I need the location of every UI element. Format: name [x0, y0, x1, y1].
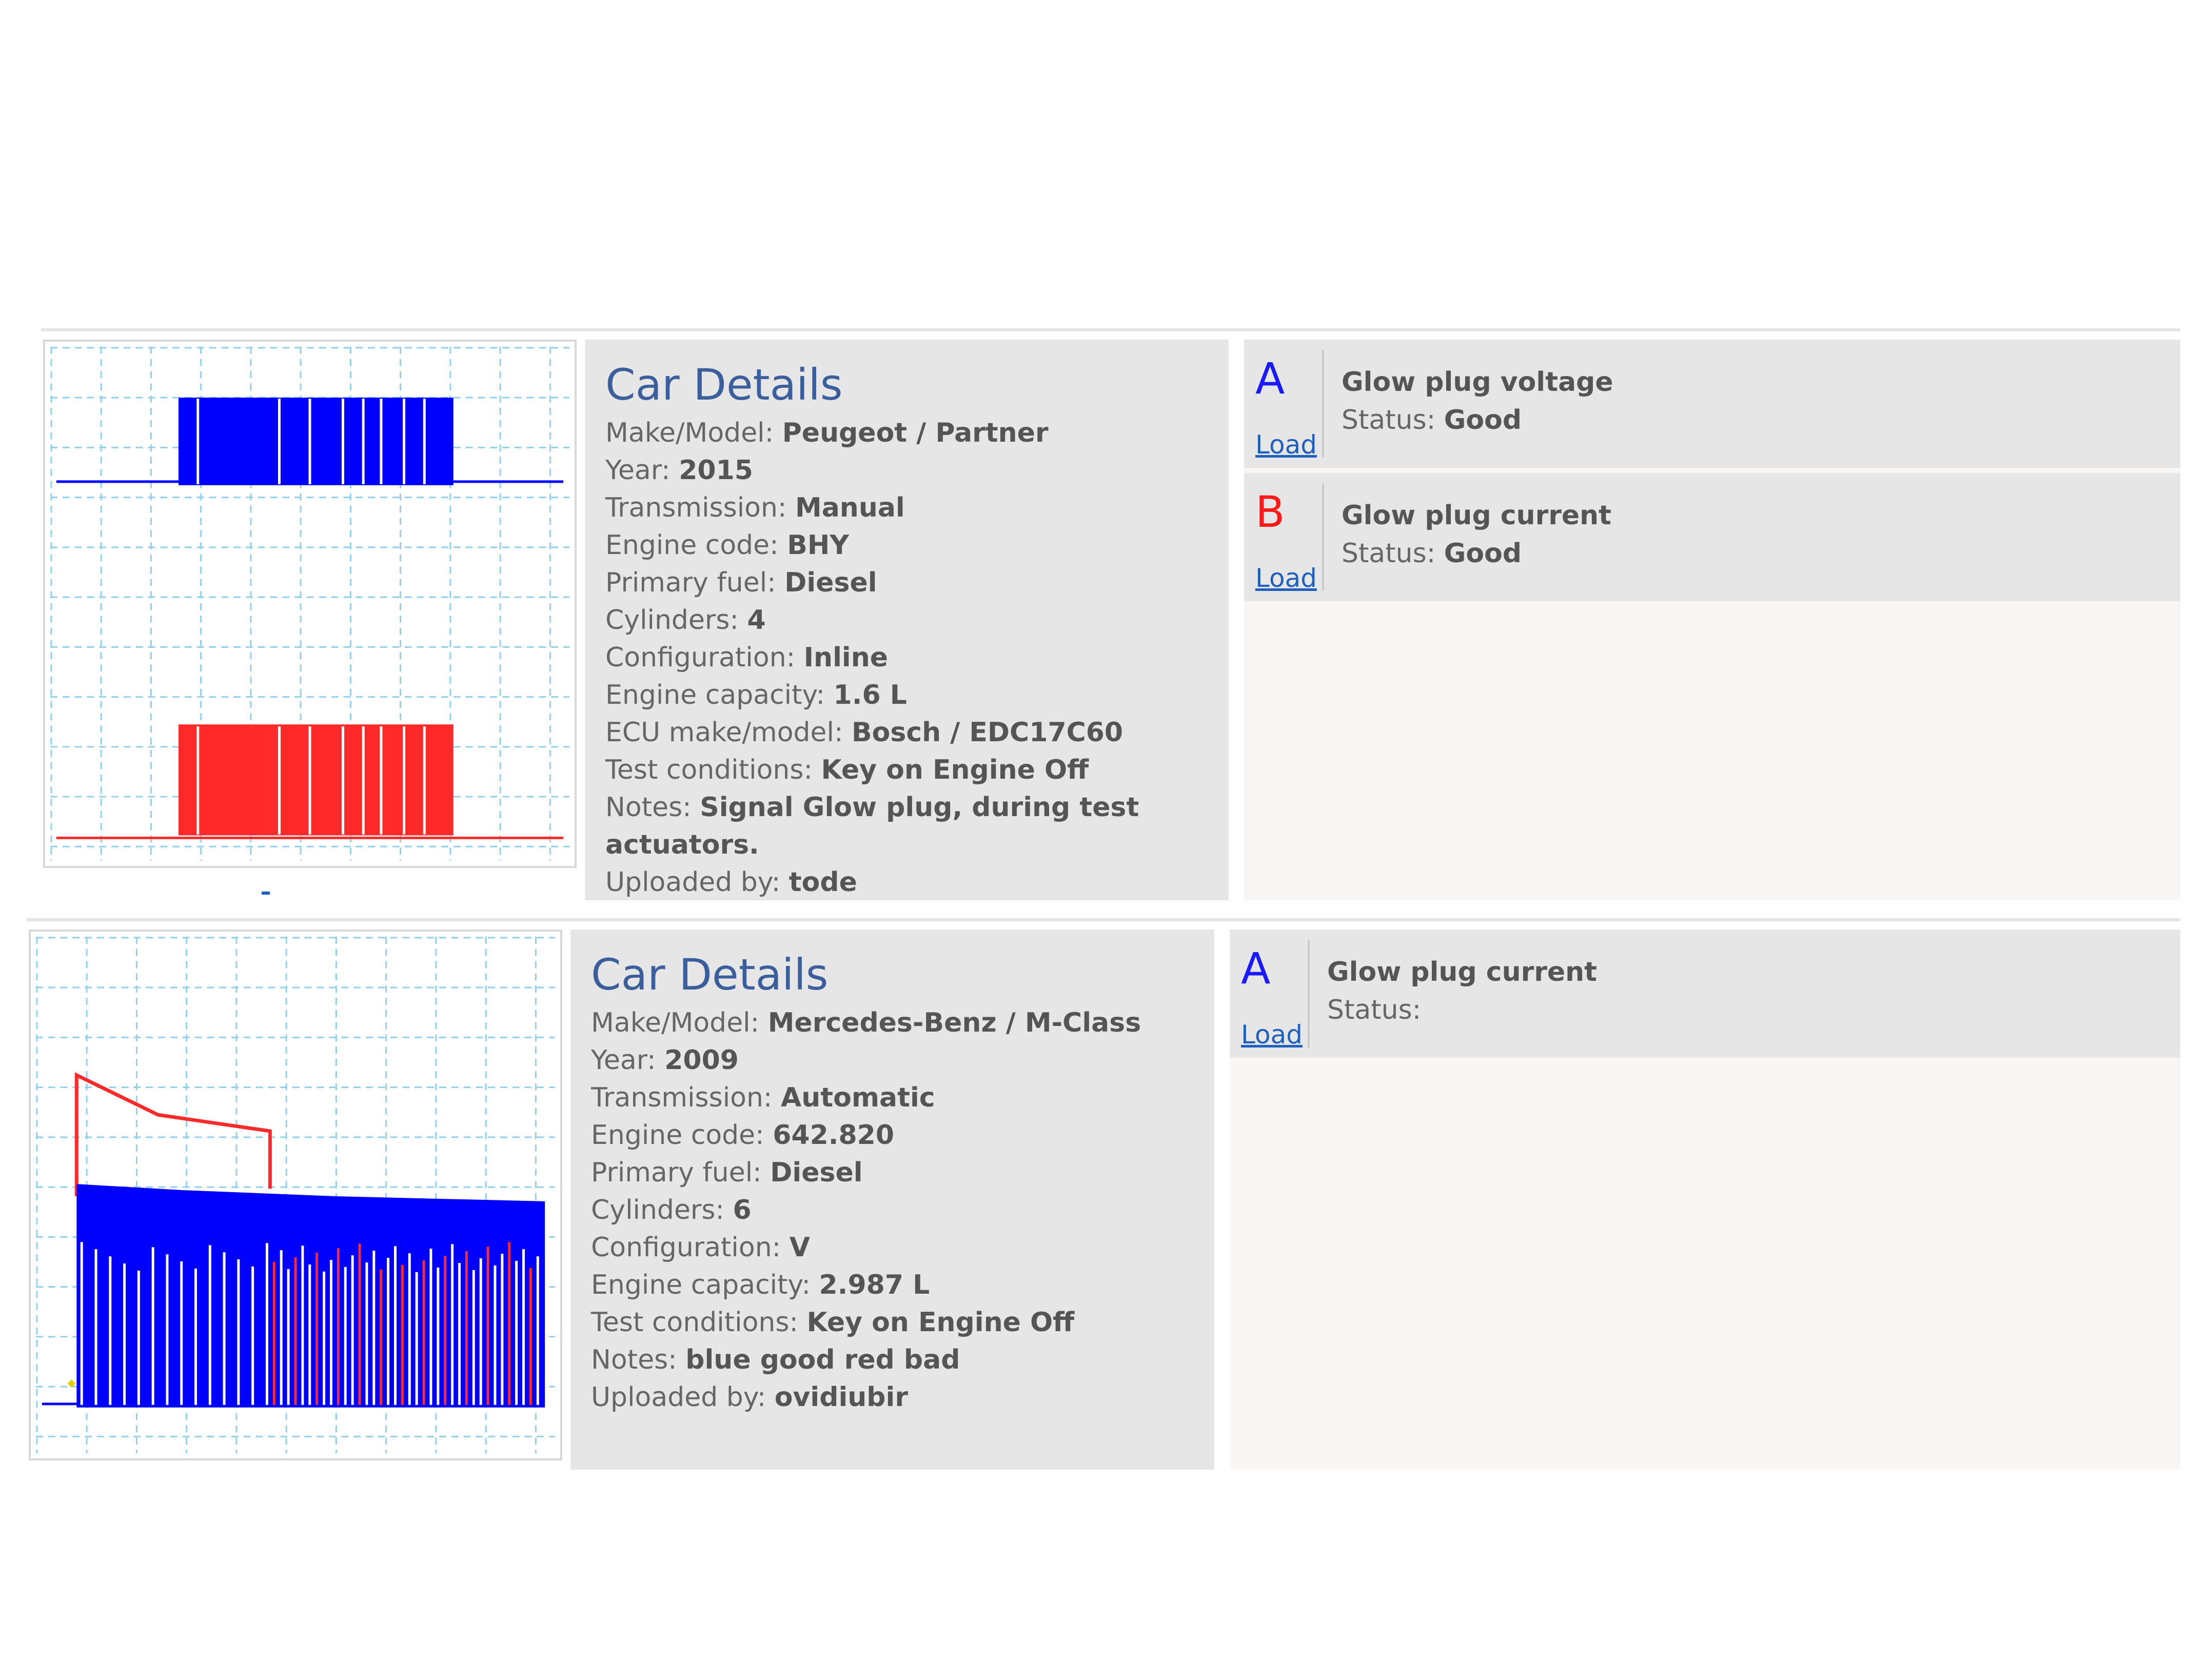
- channel-a: A Load Glow plug current Status:: [1230, 930, 2180, 1058]
- scroll-indicator: [262, 892, 270, 895]
- trace-b-burst: [178, 724, 453, 836]
- channel-title: Glow plug voltage: [1342, 367, 1613, 398]
- channel-status: Status:: [1327, 995, 1422, 1025]
- notes-row: Notes: blue good red bad: [591, 1345, 960, 1375]
- waveform-thumbnail[interactable]: [43, 340, 577, 868]
- engine-code-row: Engine code: 642.820: [591, 1120, 895, 1151]
- waveform-card-2: Car Details Make/Model: Mercedes-Benz / …: [27, 918, 2180, 1470]
- channel-letter: A: [1255, 353, 1285, 404]
- waveform-card-1: Car Details Make/Model: Peugeot / Partne…: [41, 328, 2180, 900]
- load-link[interactable]: Load: [1241, 1020, 1303, 1050]
- divider: [1308, 940, 1310, 1047]
- channel-status: Status: Good: [1342, 538, 1522, 569]
- details-heading: Car Details: [605, 360, 843, 410]
- trace-red-current: [74, 1072, 272, 1196]
- load-link[interactable]: Load: [1255, 563, 1317, 593]
- waveform-thumbnail-svg: [35, 936, 556, 1454]
- make-model-row: Make/Model: Peugeot / Partner: [605, 418, 1049, 448]
- waveform-thumbnail[interactable]: [29, 930, 562, 1460]
- channels-panel: A Load Glow plug voltage Status: Good B …: [1244, 340, 2180, 900]
- divider: [1322, 483, 1324, 591]
- channel-title: Glow plug current: [1342, 500, 1612, 531]
- channel-a: A Load Glow plug voltage Status: Good: [1244, 340, 2180, 468]
- channel-letter: B: [1255, 487, 1285, 537]
- channel-letter: A: [1241, 943, 1271, 994]
- waveform-thumbnail-svg: [50, 346, 570, 861]
- details-heading: Car Details: [591, 950, 829, 1000]
- car-details-panel: Car Details Make/Model: Peugeot / Partne…: [585, 340, 1229, 900]
- trace-a-burst: [178, 398, 453, 485]
- channel-title: Glow plug current: [1327, 957, 1598, 987]
- year-row: Year: 2009: [591, 1045, 739, 1076]
- cylinders-row: Cylinders: 6: [591, 1195, 752, 1226]
- configuration-row: Configuration: V: [591, 1232, 810, 1263]
- channel-b: B Load Glow plug current Status: Good: [1244, 473, 2180, 601]
- engine-code-row: Engine code: BHY: [605, 530, 850, 561]
- year-row: Year: 2015: [605, 455, 753, 486]
- car-details-panel: Car Details Make/Model: Mercedes-Benz / …: [570, 930, 1214, 1470]
- channels-panel: A Load Glow plug current Status:: [1230, 930, 2180, 1470]
- primary-fuel-row: Primary fuel: Diesel: [591, 1157, 863, 1188]
- engine-capacity-row: Engine capacity: 1.6 L: [605, 680, 907, 710]
- ecu-row: ECU make/model: Bosch / EDC17C60: [605, 717, 1123, 748]
- card-divider: [41, 328, 2180, 331]
- divider: [1322, 350, 1324, 458]
- transmission-row: Transmission: Automatic: [591, 1082, 935, 1113]
- transmission-row: Transmission: Manual: [605, 492, 905, 523]
- trigger-marker: [67, 1379, 76, 1388]
- channel-status: Status: Good: [1342, 405, 1522, 436]
- card-divider: [27, 918, 2180, 921]
- test-conditions-row: Test conditions: Key on Engine Off: [605, 755, 1089, 785]
- primary-fuel-row: Primary fuel: Diesel: [605, 567, 877, 598]
- load-link[interactable]: Load: [1255, 430, 1317, 460]
- cylinders-row: Cylinders: 4: [605, 605, 766, 636]
- engine-capacity-row: Engine capacity: 2.987 L: [591, 1270, 930, 1300]
- make-model-row: Make/Model: Mercedes-Benz / M-Class: [591, 1007, 1141, 1038]
- uploaded-by-row: Uploaded by: ovidiubir: [591, 1382, 908, 1413]
- test-conditions-row: Test conditions: Key on Engine Off: [591, 1307, 1075, 1338]
- notes-row: Notes: Signal Glow plug, during test act…: [605, 792, 1139, 860]
- configuration-row: Configuration: Inline: [605, 642, 889, 673]
- uploaded-by-row: Uploaded by: tode: [605, 867, 857, 898]
